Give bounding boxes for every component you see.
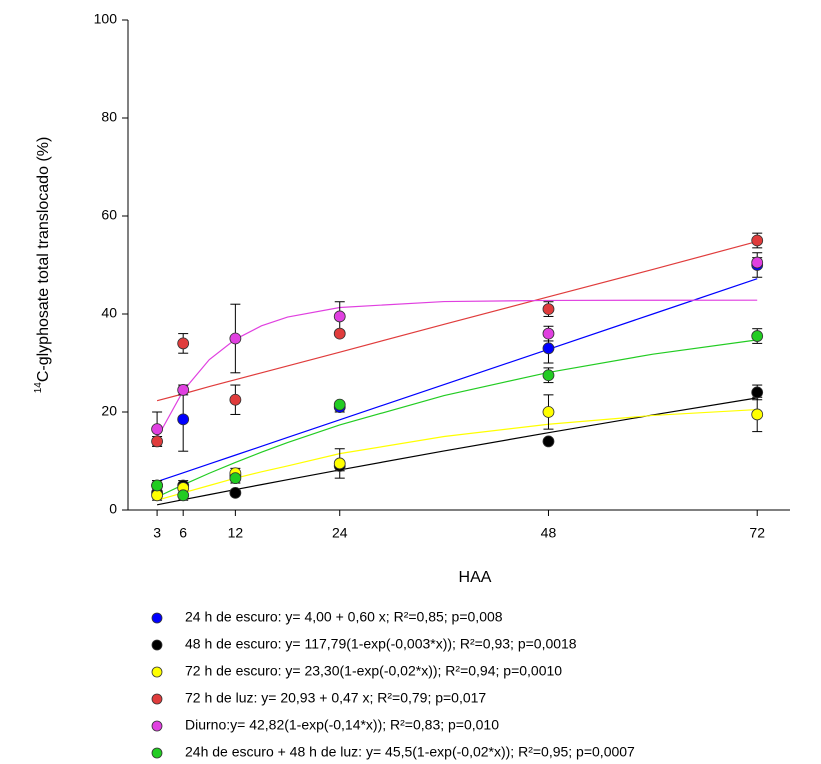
legend-label: 24 h de escuro: y= 4,00 + 0,60 x; R²=0,8… [185, 609, 503, 625]
data-point [151, 435, 163, 448]
fit-line [156, 408, 758, 501]
legend-label: 48 h de escuro: y= 117,79(1-exp(-0,003*x… [185, 636, 577, 652]
y-tick-label: 0 [109, 501, 117, 517]
x-tick-label: 6 [179, 525, 187, 541]
data-point [177, 337, 190, 350]
x-axis-label: HAA [459, 569, 492, 586]
legend-label: 72 h de luz: y= 20,93 + 0,47 x; R²=0,79;… [185, 690, 486, 706]
legend-marker [151, 612, 163, 624]
x-tick-label: 12 [228, 525, 244, 541]
legend-marker [151, 666, 163, 678]
data-point [151, 489, 163, 502]
y-tick-label: 80 [101, 109, 117, 125]
legend-marker [151, 693, 163, 705]
data-point [333, 327, 346, 340]
data-point [751, 386, 764, 399]
data-point [177, 489, 190, 502]
legend-marker [151, 720, 163, 732]
data-point [542, 327, 555, 340]
y-axis-label: 14C-glyphosate total translocado (%) [33, 137, 53, 394]
data-point [177, 413, 190, 426]
y-tick-label: 60 [101, 207, 117, 223]
data-point [751, 408, 764, 421]
legend-label: 24h de escuro + 48 h de luz: y= 45,5(1-e… [185, 744, 635, 760]
data-point [542, 369, 555, 382]
data-point [751, 330, 764, 342]
data-point [229, 472, 242, 485]
data-point [333, 457, 346, 470]
x-tick-label: 3 [153, 525, 161, 541]
legend-label: Diurno:y= 42,82(1-exp(-0,14*x)); R²=0,83… [185, 717, 499, 733]
data-point [542, 342, 555, 355]
y-label-sup: 14 [33, 382, 44, 394]
data-point [151, 423, 163, 436]
data-point [229, 393, 242, 406]
data-point [751, 234, 764, 247]
data-point [333, 398, 346, 411]
fit-line [156, 339, 758, 498]
y-tick-label: 20 [101, 403, 117, 419]
data-point [151, 479, 163, 492]
data-point [229, 332, 242, 345]
data-point [177, 384, 190, 396]
data-point [751, 256, 764, 269]
legend-marker [151, 639, 163, 651]
x-tick-label: 72 [749, 525, 765, 541]
legend-marker [151, 747, 163, 759]
data-point [542, 406, 555, 418]
fit-line [156, 240, 758, 402]
x-tick-label: 48 [541, 525, 557, 541]
x-tick-label: 24 [332, 525, 348, 541]
data-point [542, 303, 555, 316]
y-tick-label: 40 [101, 305, 117, 321]
legend-label: 72 h de escuro: y= 23,30(1-exp(-0,02*x))… [185, 663, 562, 679]
fit-line [156, 397, 758, 506]
y-label-text: C-glyphosate total translocado (%) [35, 137, 52, 382]
data-point [542, 435, 555, 448]
y-tick-label: 100 [94, 11, 118, 27]
data-point [333, 310, 346, 323]
fit-line [156, 299, 758, 439]
data-point [229, 486, 242, 499]
fit-line [156, 278, 758, 483]
